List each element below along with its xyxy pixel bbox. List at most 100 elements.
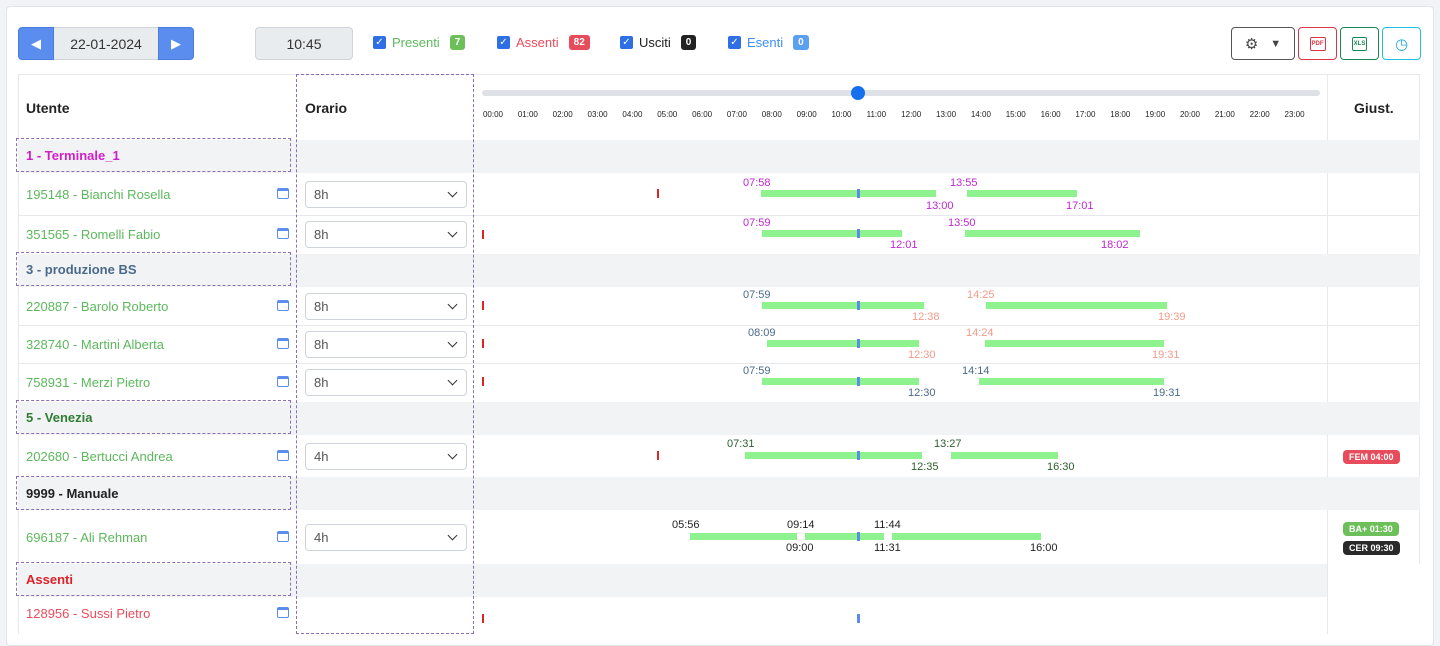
- schedule-value: 8h: [314, 375, 329, 390]
- justification-badge[interactable]: FEM 04:00: [1343, 450, 1400, 464]
- clock-out-time: 19:31: [1152, 349, 1180, 361]
- chevron-down-icon: [447, 530, 458, 541]
- presence-bar[interactable]: [745, 452, 922, 459]
- hour-tick-label: 20:00: [1179, 110, 1201, 119]
- clock-out-time: 12:38: [912, 311, 940, 323]
- chevron-down-icon: [447, 337, 458, 348]
- attendance-panel: [6, 6, 1434, 646]
- schedule-select[interactable]: 8h: [305, 293, 467, 320]
- group-label-assenti[interactable]: Assenti: [16, 562, 291, 596]
- calendar-icon[interactable]: [277, 376, 289, 387]
- calendar-icon[interactable]: [277, 228, 289, 239]
- user-name[interactable]: 758931 - Merzi Pietro: [26, 375, 151, 390]
- presence-bar[interactable]: [892, 533, 1041, 540]
- current-time-marker: [857, 339, 860, 348]
- hour-tick-label: 18:00: [1110, 110, 1131, 119]
- calendar-icon[interactable]: [277, 607, 289, 618]
- group-row: [18, 140, 1420, 173]
- user-name[interactable]: 328740 - Martini Alberta: [26, 337, 165, 352]
- presence-bar[interactable]: [761, 190, 936, 197]
- filter-presenti[interactable]: ✓ Presenti 7: [373, 35, 466, 50]
- presence-bar[interactable]: [762, 302, 924, 309]
- hour-tick-label: 14:00: [970, 110, 991, 119]
- clock-out-time: 12:30: [908, 387, 936, 399]
- presence-bar[interactable]: [762, 230, 902, 237]
- clock-in-time: 07:58: [743, 177, 771, 189]
- hour-tick-label: 12:00: [901, 110, 922, 119]
- pdf-file-icon: PDF: [1309, 36, 1326, 51]
- row-separator: [18, 363, 1420, 364]
- schedule-select[interactable]: 8h: [305, 221, 467, 248]
- schedule-select[interactable]: 8h: [305, 369, 467, 396]
- export-pdf-button[interactable]: PDF: [1298, 27, 1337, 60]
- clock-in-time: 05:56: [672, 519, 700, 531]
- calendar-icon[interactable]: [277, 300, 289, 311]
- presence-bar[interactable]: [986, 302, 1167, 309]
- justification-badge[interactable]: CER 09:30: [1343, 541, 1400, 555]
- clock-in-time: 14:25: [967, 289, 995, 301]
- settings-dropdown-button[interactable]: ⚙ ▼: [1231, 27, 1295, 60]
- filter-assenti[interactable]: ✓ Assenti 82: [497, 35, 590, 50]
- filter-esenti-label: Esenti: [747, 35, 784, 50]
- calendar-icon[interactable]: [277, 450, 289, 461]
- checkbox-checked-icon[interactable]: ✓: [373, 36, 386, 49]
- export-xls-button[interactable]: XLS: [1340, 27, 1379, 60]
- presence-bar[interactable]: [690, 533, 797, 540]
- user-name[interactable]: 220887 - Barolo Roberto: [26, 299, 169, 314]
- date-display[interactable]: 22-01-2024: [54, 27, 158, 60]
- clock-out-time: 13:00: [926, 200, 954, 212]
- presence-bar[interactable]: [965, 230, 1140, 237]
- calendar-icon[interactable]: [277, 338, 289, 349]
- checkbox-checked-icon[interactable]: ✓: [497, 36, 510, 49]
- filter-usciti[interactable]: ✓ Usciti 0: [620, 35, 697, 50]
- group-label-manuale[interactable]: 9999 - Manuale: [16, 476, 291, 510]
- row-separator: [18, 325, 1420, 326]
- presence-bar[interactable]: [979, 378, 1164, 385]
- user-name[interactable]: 128956 - Sussi Pietro: [26, 606, 151, 621]
- user-name[interactable]: 696187 - Ali Rehman: [26, 530, 148, 545]
- schedule-value: 4h: [314, 530, 329, 545]
- user-name[interactable]: 351565 - Romelli Fabio: [26, 227, 161, 242]
- schedule-select[interactable]: 4h: [305, 524, 467, 551]
- prev-day-button[interactable]: ◀: [18, 27, 54, 60]
- schedule-value: 4h: [314, 449, 329, 464]
- chevron-down-icon: [447, 449, 458, 460]
- hour-tick-label: 08:00: [761, 110, 782, 119]
- user-name[interactable]: 195148 - Bianchi Rosella: [26, 187, 171, 202]
- history-button[interactable]: ◷: [1382, 27, 1421, 60]
- timeline-slider-thumb[interactable]: [851, 86, 865, 100]
- time-display[interactable]: 10:45: [255, 27, 353, 60]
- presence-bar[interactable]: [767, 340, 919, 347]
- group-label-venezia[interactable]: 5 - Venezia: [16, 400, 291, 434]
- presence-bar[interactable]: [951, 452, 1058, 459]
- group-label-produzione[interactable]: 3 - produzione BS: [16, 252, 291, 286]
- group-label-terminale[interactable]: 1 - Terminale_1: [16, 138, 291, 172]
- user-name[interactable]: 202680 - Bertucci Andrea: [26, 449, 173, 464]
- schedule-select[interactable]: 8h: [305, 331, 467, 358]
- presence-bar[interactable]: [967, 190, 1077, 197]
- hour-tick-label: 10:00: [831, 110, 852, 119]
- schedule-select[interactable]: 4h: [305, 443, 467, 470]
- filter-esenti[interactable]: ✓ Esenti 0: [728, 35, 809, 50]
- justification-badge[interactable]: BA+ 01:30: [1343, 522, 1399, 536]
- calendar-icon[interactable]: [277, 531, 289, 542]
- clock-history-icon: ◷: [1394, 35, 1409, 53]
- schedule-select[interactable]: 8h: [305, 181, 467, 208]
- current-time-marker: [857, 189, 860, 198]
- hour-tick-label: 05:00: [657, 110, 678, 119]
- checkbox-checked-icon[interactable]: ✓: [728, 36, 741, 49]
- presence-bar[interactable]: [985, 340, 1164, 347]
- first-punch-marker: [482, 301, 484, 310]
- timeline-slider-track[interactable]: [482, 90, 1320, 96]
- clock-out-time: 16:00: [1030, 542, 1058, 554]
- hour-tick-label: 01:00: [517, 110, 538, 119]
- presence-bar[interactable]: [762, 378, 919, 385]
- next-day-button[interactable]: ▶: [158, 27, 194, 60]
- presence-bar[interactable]: [805, 533, 884, 540]
- current-time-marker: [857, 614, 860, 623]
- chevron-down-icon: [447, 375, 458, 386]
- checkbox-checked-icon[interactable]: ✓: [620, 36, 633, 49]
- first-punch-marker: [482, 339, 484, 348]
- calendar-icon[interactable]: [277, 188, 289, 199]
- hour-tick-label: 23:00: [1284, 110, 1305, 119]
